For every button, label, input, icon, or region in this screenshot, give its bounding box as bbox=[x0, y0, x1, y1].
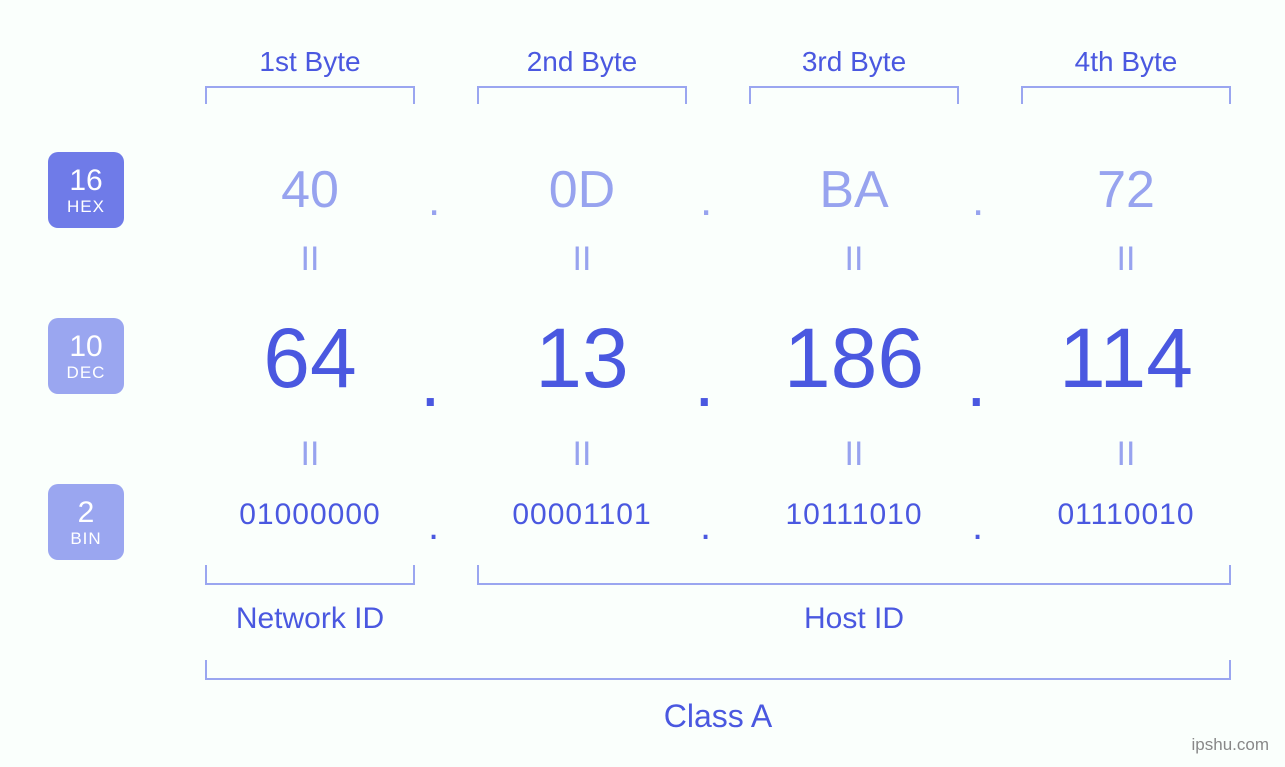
dec-badge: 10 DEC bbox=[48, 318, 124, 394]
hex-val-2: BA bbox=[734, 160, 974, 220]
dot-bin-1: . bbox=[700, 504, 711, 549]
bin-base-abbr: BIN bbox=[70, 530, 101, 547]
bin-val-2: 10111010 bbox=[734, 498, 974, 532]
top-bracket-3 bbox=[1021, 86, 1231, 104]
dec-val-3: 114 bbox=[1006, 310, 1246, 407]
top-bracket-0 bbox=[205, 86, 415, 104]
eq-hexdec-3: II bbox=[1006, 240, 1246, 279]
bin-base-num: 2 bbox=[78, 498, 95, 528]
top-bracket-1 bbox=[477, 86, 687, 104]
bin-val-3: 01110010 bbox=[1006, 498, 1246, 532]
watermark: ipshu.com bbox=[1192, 735, 1269, 755]
eq-decbin-0: II bbox=[190, 435, 430, 474]
hex-base-num: 16 bbox=[69, 166, 102, 196]
bin-val-1: 00001101 bbox=[462, 498, 702, 532]
eq-hexdec-0: II bbox=[190, 240, 430, 279]
dec-val-0: 64 bbox=[190, 310, 430, 407]
byte-label-1: 2nd Byte bbox=[462, 46, 702, 78]
hex-badge: 16 HEX bbox=[48, 152, 124, 228]
dot-hex-0: . bbox=[428, 176, 440, 226]
dot-hex-1: . bbox=[700, 176, 712, 226]
eq-decbin-2: II bbox=[734, 435, 974, 474]
dot-dec-2: . bbox=[966, 338, 987, 423]
host-bracket bbox=[477, 565, 1231, 585]
dec-base-abbr: DEC bbox=[67, 364, 106, 381]
eq-decbin-3: II bbox=[1006, 435, 1246, 474]
dot-bin-0: . bbox=[428, 504, 439, 549]
hex-base-abbr: HEX bbox=[67, 198, 105, 215]
bin-val-0: 01000000 bbox=[190, 498, 430, 532]
dot-dec-0: . bbox=[420, 338, 441, 423]
eq-hexdec-1: II bbox=[462, 240, 702, 279]
eq-hexdec-2: II bbox=[734, 240, 974, 279]
host-id-label: Host ID bbox=[477, 602, 1231, 636]
network-id-label: Network ID bbox=[205, 602, 415, 636]
class-label: Class A bbox=[205, 698, 1231, 735]
top-bracket-2 bbox=[749, 86, 959, 104]
dot-hex-2: . bbox=[972, 176, 984, 226]
dot-bin-2: . bbox=[972, 504, 983, 549]
class-bracket bbox=[205, 660, 1231, 680]
eq-decbin-1: II bbox=[462, 435, 702, 474]
network-bracket bbox=[205, 565, 415, 585]
byte-label-3: 4th Byte bbox=[1006, 46, 1246, 78]
hex-val-3: 72 bbox=[1006, 160, 1246, 220]
dec-val-2: 186 bbox=[734, 310, 974, 407]
bin-badge: 2 BIN bbox=[48, 484, 124, 560]
dec-base-num: 10 bbox=[69, 332, 102, 362]
hex-val-1: 0D bbox=[462, 160, 702, 220]
dec-val-1: 13 bbox=[462, 310, 702, 407]
dot-dec-1: . bbox=[694, 338, 715, 423]
byte-label-2: 3rd Byte bbox=[734, 46, 974, 78]
hex-val-0: 40 bbox=[190, 160, 430, 220]
byte-label-0: 1st Byte bbox=[190, 46, 430, 78]
